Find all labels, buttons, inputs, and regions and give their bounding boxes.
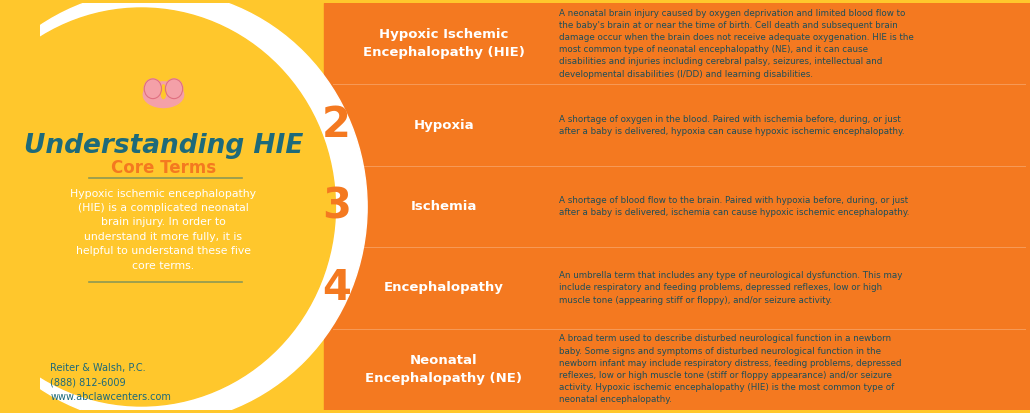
Text: 3: 3 <box>322 185 351 228</box>
Text: 2: 2 <box>322 104 351 146</box>
Bar <box>323 3 1030 410</box>
Text: Core Terms: Core Terms <box>111 159 216 177</box>
Ellipse shape <box>144 79 162 99</box>
Text: Neonatal
Encephalopathy (NE): Neonatal Encephalopathy (NE) <box>366 354 522 385</box>
Text: Understanding HIE: Understanding HIE <box>24 133 303 159</box>
Text: A shortage of blood flow to the brain. Paired with hypoxia before, during, or ju: A shortage of blood flow to the brain. P… <box>559 196 909 217</box>
Text: A broad term used to describe disturbed neurological function in a newborn
baby.: A broad term used to describe disturbed … <box>559 335 901 404</box>
Text: An umbrella term that includes any type of neurological dysfunction. This may
in: An umbrella term that includes any type … <box>559 271 902 304</box>
Text: 4: 4 <box>322 267 351 309</box>
Text: Hypoxic ischemic encephalopathy
(HIE) is a complicated neonatal
brain injury. In: Hypoxic ischemic encephalopathy (HIE) is… <box>70 189 256 271</box>
Text: A neonatal brain injury caused by oxygen deprivation and limited blood flow to
t: A neonatal brain injury caused by oxygen… <box>559 9 914 78</box>
Ellipse shape <box>166 79 182 99</box>
Ellipse shape <box>160 102 167 107</box>
Circle shape <box>0 8 336 406</box>
Text: Encephalopathy: Encephalopathy <box>384 281 504 294</box>
Text: 5: 5 <box>322 348 351 390</box>
Ellipse shape <box>143 82 183 107</box>
Text: A shortage of oxygen in the blood. Paired with ischemia before, during, or just
: A shortage of oxygen in the blood. Paire… <box>559 114 904 136</box>
Text: Ischemia: Ischemia <box>411 200 477 213</box>
Circle shape <box>0 0 367 413</box>
Text: Reiter & Walsh, P.C.
(888) 812-6009
www.abclawcenters.com: Reiter & Walsh, P.C. (888) 812-6009 www.… <box>50 363 171 402</box>
Text: 1: 1 <box>322 23 351 65</box>
Ellipse shape <box>161 85 166 99</box>
Text: Hypoxia: Hypoxia <box>414 119 474 132</box>
Text: Hypoxic Ischemic
Encephalopathy (HIE): Hypoxic Ischemic Encephalopathy (HIE) <box>363 28 525 59</box>
